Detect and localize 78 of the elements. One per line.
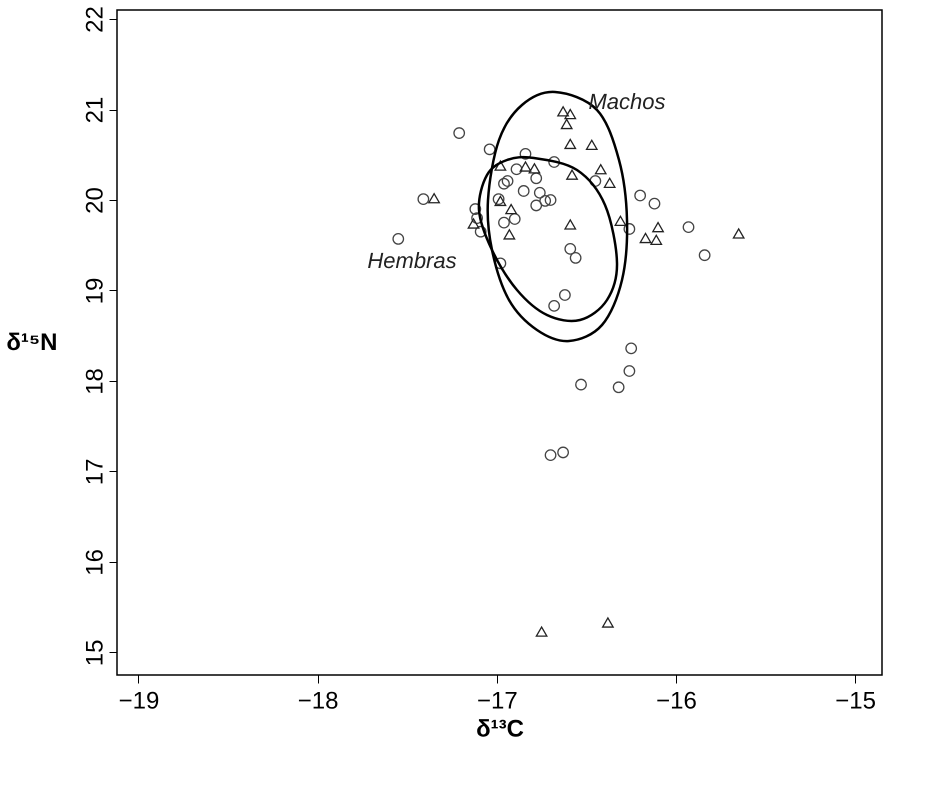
point <box>508 213 521 225</box>
point <box>494 196 506 206</box>
point <box>623 223 636 235</box>
point <box>557 446 569 458</box>
point <box>520 161 532 172</box>
point <box>505 204 518 214</box>
annotation: Machos <box>588 89 666 114</box>
point <box>498 178 510 190</box>
point <box>559 289 571 301</box>
point <box>518 185 530 197</box>
y-axis-title: δ¹⁵N <box>6 329 58 356</box>
x-axis-title: δ¹³C <box>476 716 524 742</box>
point <box>534 186 546 199</box>
point <box>557 106 569 117</box>
point <box>564 138 576 150</box>
point <box>566 169 578 180</box>
x-tick-label: −15 <box>835 688 876 714</box>
point <box>536 626 548 637</box>
point <box>640 232 652 244</box>
point <box>468 218 480 229</box>
point <box>548 300 560 312</box>
point <box>484 143 496 156</box>
x-tick-label: −19 <box>118 688 160 714</box>
point <box>650 234 662 245</box>
x-tick-label: −17 <box>476 688 518 714</box>
point <box>623 365 636 377</box>
point <box>469 203 482 215</box>
point <box>498 216 510 229</box>
point <box>625 342 638 354</box>
annotation: Hembras <box>367 248 457 273</box>
point <box>586 140 598 150</box>
point <box>564 242 576 255</box>
y-tick-label: 22 <box>82 6 108 33</box>
point <box>494 160 506 171</box>
point <box>428 193 440 204</box>
point <box>589 175 602 187</box>
point <box>503 229 516 240</box>
point <box>392 233 404 245</box>
point <box>732 228 745 239</box>
point <box>575 378 587 390</box>
point <box>564 108 576 120</box>
point <box>548 156 560 168</box>
point <box>698 249 711 262</box>
point <box>539 195 552 207</box>
y-tick-label: 21 <box>82 96 108 124</box>
point <box>570 252 582 264</box>
point <box>530 172 542 184</box>
point <box>648 198 660 210</box>
y-tick-label: 18 <box>82 368 108 395</box>
point <box>544 194 556 206</box>
point <box>453 127 466 139</box>
point <box>612 381 625 394</box>
point <box>471 212 483 224</box>
point <box>614 216 626 226</box>
point <box>417 193 430 205</box>
point <box>474 226 487 238</box>
point <box>634 190 646 202</box>
y-tick-label: 15 <box>82 640 108 666</box>
point <box>520 148 532 160</box>
y-tick-label: 17 <box>82 458 108 486</box>
x-tick-label: −16 <box>656 688 697 714</box>
y-tick-label: 20 <box>82 187 108 214</box>
y-tick-label: 16 <box>82 549 108 576</box>
point <box>544 449 556 462</box>
point <box>502 175 514 187</box>
point <box>604 178 616 188</box>
point <box>564 219 576 230</box>
point <box>510 163 522 176</box>
point <box>492 193 504 205</box>
point <box>652 222 664 232</box>
point <box>560 118 573 130</box>
point <box>602 617 614 628</box>
point <box>528 163 540 174</box>
point <box>530 200 542 212</box>
point <box>682 221 694 234</box>
x-tick-label: −18 <box>298 688 339 714</box>
y-tick-label: 19 <box>82 278 108 304</box>
point <box>594 164 607 174</box>
